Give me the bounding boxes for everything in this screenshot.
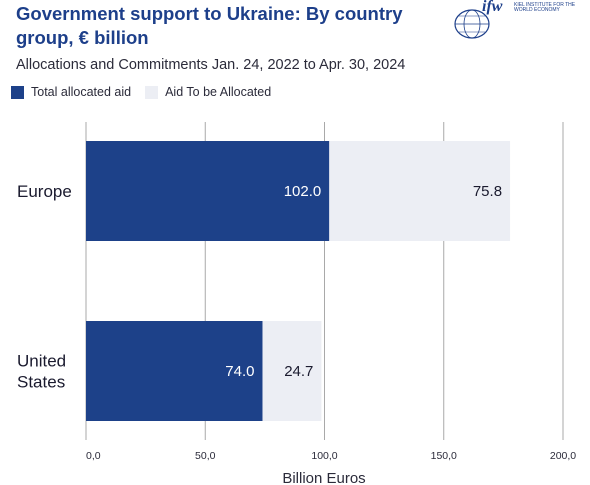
legend-label-to-be-allocated: Aid To be Allocated <box>165 85 272 99</box>
bar-europe-series-0 <box>86 141 330 241</box>
category-label-1: United States <box>17 352 66 392</box>
legend-label-allocated: Total allocated aid <box>31 85 132 99</box>
chart-subtitle: Allocations and Commitments Jan. 24, 202… <box>16 57 406 73</box>
legend-item-allocated: Total allocated aid <box>11 85 131 99</box>
x-tick-label-0: 0,0 <box>86 450 101 462</box>
legend-swatch-allocated <box>11 85 24 99</box>
data-label-united-states-series-1: 24.7 <box>284 363 313 380</box>
x-axis-title: Billion Euros <box>282 470 365 485</box>
data-label-united-states-series-0: 74.0 <box>225 363 254 380</box>
x-tick-label-1: 50,0 <box>195 450 216 462</box>
logo-institute-name: KIEL INSTITUTE FOR THE WORLD ECONOMY <box>514 2 576 13</box>
data-label-europe-series-1: 75.8 <box>473 183 502 200</box>
ifw-logo: ifw KIEL INSTITUTE FOR THE WORLD ECONOMY <box>452 0 578 40</box>
x-tick-label-4: 200,0 <box>550 450 576 462</box>
logo-wordmark: ifw <box>482 0 503 15</box>
x-tick-label-3: 150,0 <box>431 450 457 462</box>
globe-icon <box>454 9 490 39</box>
legend-swatch-to-be-allocated <box>145 85 159 99</box>
x-tick-label-2: 100,0 <box>311 450 337 462</box>
chart-title: Government support to Ukraine: By countr… <box>16 3 403 48</box>
category-label-0: Europe <box>17 182 72 201</box>
bar-united-states-series-1 <box>262 321 322 421</box>
legend: Total allocated aid Aid To be Allocated <box>11 85 285 99</box>
bar-europe-series-1 <box>329 141 511 241</box>
bar-united-states-series-0 <box>86 321 263 421</box>
data-label-europe-series-0: 102.0 <box>284 183 322 200</box>
legend-item-to-be-allocated: Aid To be Allocated <box>145 85 271 99</box>
